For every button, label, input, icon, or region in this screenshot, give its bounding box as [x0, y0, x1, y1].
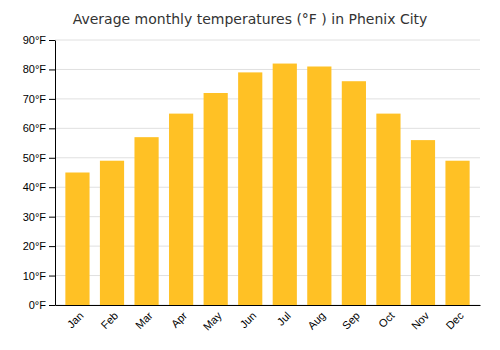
- bar: [134, 137, 158, 305]
- tick-mark: [49, 40, 55, 41]
- bar: [204, 93, 228, 305]
- tick: Feb: [98, 309, 120, 331]
- tick: 80°F: [23, 63, 55, 75]
- tick-label: 40°F: [23, 181, 47, 193]
- tick: 10°F: [23, 270, 55, 282]
- axis-line: [55, 41, 56, 306]
- bar: [100, 161, 124, 305]
- tick-label: 20°F: [23, 240, 47, 252]
- tick-label: 70°F: [23, 93, 47, 105]
- tick-label: 10°F: [23, 270, 47, 282]
- tick-label: Oct: [376, 309, 397, 330]
- y-axis: 0°F 10°F 20°F 30°F 40°F 50°F 60°F 70°F 80°F 90°F: [23, 34, 56, 311]
- tick: Sep: [340, 309, 362, 331]
- bar: [445, 161, 469, 305]
- title: Average monthly temperatures (°F ) in Ph…: [73, 11, 428, 27]
- tick: Jan: [65, 309, 86, 330]
- chart-svg: 0°F 10°F 20°F 30°F 40°F 50°F 60°F 70°F 80°F 90°F J…: [0, 0, 500, 350]
- tick-label: Dec: [443, 309, 466, 332]
- tick-label: 60°F: [23, 122, 47, 134]
- axis-line: [56, 305, 481, 306]
- bar: [273, 64, 297, 305]
- tick-mark: [49, 187, 55, 188]
- tick-mark: [49, 217, 55, 218]
- tick-mark: [49, 128, 55, 129]
- x-axis: Jan Feb Mar Apr May Jun Jul Aug Sep Oct Nov Dec: [56, 306, 481, 333]
- grid: [55, 40, 480, 305]
- tick-label: Jan: [65, 309, 86, 330]
- tick: 60°F: [23, 122, 55, 134]
- tick: May: [201, 309, 225, 333]
- grid-line: [55, 98, 480, 99]
- bar: [238, 72, 262, 305]
- tick: 50°F: [23, 152, 55, 164]
- tick: Dec: [443, 309, 466, 332]
- tick-label: Apr: [169, 309, 190, 330]
- tick-mark: [49, 276, 55, 277]
- bar: [65, 173, 89, 306]
- tick: 90°F: [23, 34, 55, 46]
- tick: Jul: [275, 309, 293, 327]
- tick-label: Feb: [98, 309, 120, 331]
- tick-label: Jul: [275, 309, 293, 327]
- tick: 30°F: [23, 211, 55, 223]
- grid-line: [55, 69, 480, 70]
- tick: Apr: [169, 309, 190, 330]
- tick-label: 50°F: [23, 152, 47, 164]
- tick-label: Mar: [133, 309, 155, 331]
- tick-label: Aug: [305, 309, 327, 331]
- grid-line: [55, 40, 480, 41]
- bar: [307, 67, 331, 306]
- bar: [169, 114, 193, 305]
- tick: 70°F: [23, 93, 55, 105]
- tick-mark: [49, 99, 55, 100]
- tick-label: Nov: [409, 309, 432, 332]
- tick-mark: [49, 69, 55, 70]
- grid-line: [55, 128, 480, 129]
- tick-label: 80°F: [23, 63, 47, 75]
- plot: 0°F 10°F 20°F 30°F 40°F 50°F 60°F 70°F 80°F 90°F J…: [23, 34, 481, 333]
- tick-label: Sep: [340, 309, 362, 331]
- tick-mark: [49, 305, 55, 306]
- bar: [411, 140, 435, 305]
- tick-label: 0°F: [29, 299, 47, 311]
- tick: Nov: [409, 309, 432, 332]
- bars: [65, 64, 469, 305]
- tick: Jun: [237, 309, 258, 330]
- bar: [342, 81, 366, 305]
- tick: 20°F: [23, 240, 55, 252]
- tick: 40°F: [23, 181, 55, 193]
- tick: Oct: [376, 309, 397, 330]
- tick-label: Jun: [237, 309, 258, 330]
- tick: Mar: [133, 309, 155, 331]
- tick-mark: [49, 246, 55, 247]
- tick: Aug: [305, 309, 327, 331]
- tick: 0°F: [29, 299, 55, 311]
- tick-mark: [49, 158, 55, 159]
- bar: [376, 114, 400, 305]
- tick-label: 30°F: [23, 211, 47, 223]
- tick-label: 90°F: [23, 34, 47, 46]
- tick-label: May: [201, 309, 225, 333]
